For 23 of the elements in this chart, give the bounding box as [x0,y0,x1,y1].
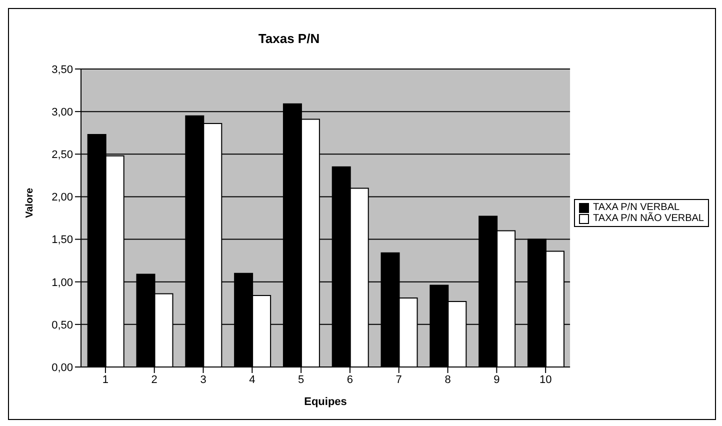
y-tick-label: 2,00 [52,192,73,204]
x-tick-label: 7 [396,374,402,386]
x-tick-label: 9 [494,374,500,386]
x-tick-label: 2 [151,374,158,386]
x-tick-label: 8 [444,374,451,386]
x-tick-label: 10 [539,374,552,386]
y-tick-label: 0,00 [52,362,73,374]
y-tick-label: 1,50 [52,234,73,246]
y-tick-label: 3,00 [52,106,73,118]
chart-title: Taxas P/N [257,31,321,46]
x-tick-label: 5 [298,374,304,386]
y-tick-label: 0,50 [52,319,73,332]
x-tick-label: 4 [249,374,256,386]
y-tick-label: 1,00 [52,276,73,289]
x-tick-label: 1 [102,374,109,386]
x-axis-title: Equipes [304,396,347,408]
legend-label: TAXA P/N VERBAL [593,202,680,213]
legend-label: TAXA P/N NÃO VERBAL [593,213,704,224]
x-tick-label: 6 [346,374,354,386]
y-tick-label: 3,50 [52,64,73,76]
x-tick-label: 3 [200,374,206,386]
y-tick-label: 2,50 [52,149,73,162]
y-axis-title: Valore [24,188,36,218]
